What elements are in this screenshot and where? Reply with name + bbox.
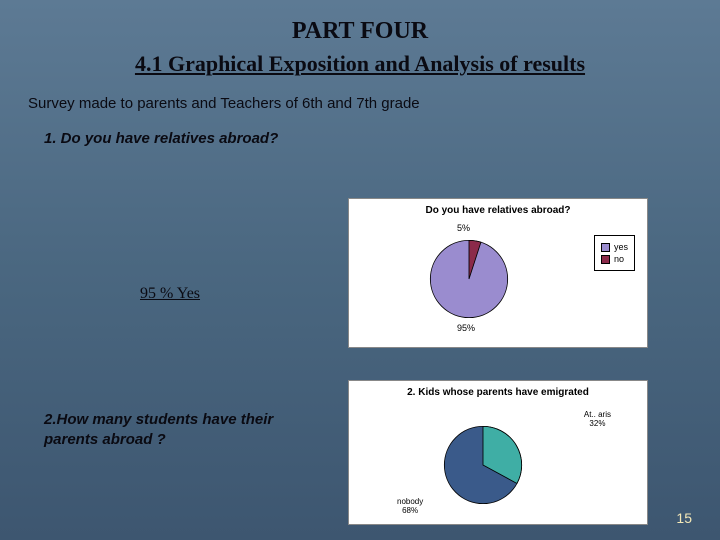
chart-1-label-yes: 95% — [457, 323, 475, 333]
page-number: 15 — [676, 510, 692, 526]
legend-label-no: no — [614, 254, 624, 264]
legend-swatch-yes — [601, 243, 610, 252]
chart-1-title: Do you have relatives abroad? — [349, 199, 647, 216]
chart-1-relatives-abroad: Do you have relatives abroad? 5% 95% yes… — [348, 198, 648, 348]
chart-1-legend: yes no — [594, 235, 635, 271]
chart-1-pie — [427, 237, 511, 321]
question-1: 1. Do you have relatives abroad? — [0, 112, 720, 147]
part-title: PART FOUR — [0, 0, 720, 45]
legend-swatch-no — [601, 255, 610, 264]
chart-2-label-atleast: At.. aris32% — [584, 411, 611, 429]
survey-description: Survey made to parents and Teachers of 6… — [0, 77, 720, 112]
chart-2-parents-emigrated: 2. Kids whose parents have emigrated At.… — [348, 380, 648, 525]
answer-1: 95 % Yes — [140, 285, 200, 303]
chart-1-label-no: 5% — [457, 223, 470, 233]
chart-2-label-nobody: nobody68% — [397, 498, 423, 516]
chart-2-title: 2. Kids whose parents have emigrated — [349, 381, 647, 398]
question-2: 2.How many students have their parents a… — [44, 410, 304, 449]
legend-label-yes: yes — [614, 242, 628, 252]
chart-2-pie — [441, 423, 525, 507]
section-subtitle: 4.1 Graphical Exposition and Analysis of… — [0, 45, 720, 77]
